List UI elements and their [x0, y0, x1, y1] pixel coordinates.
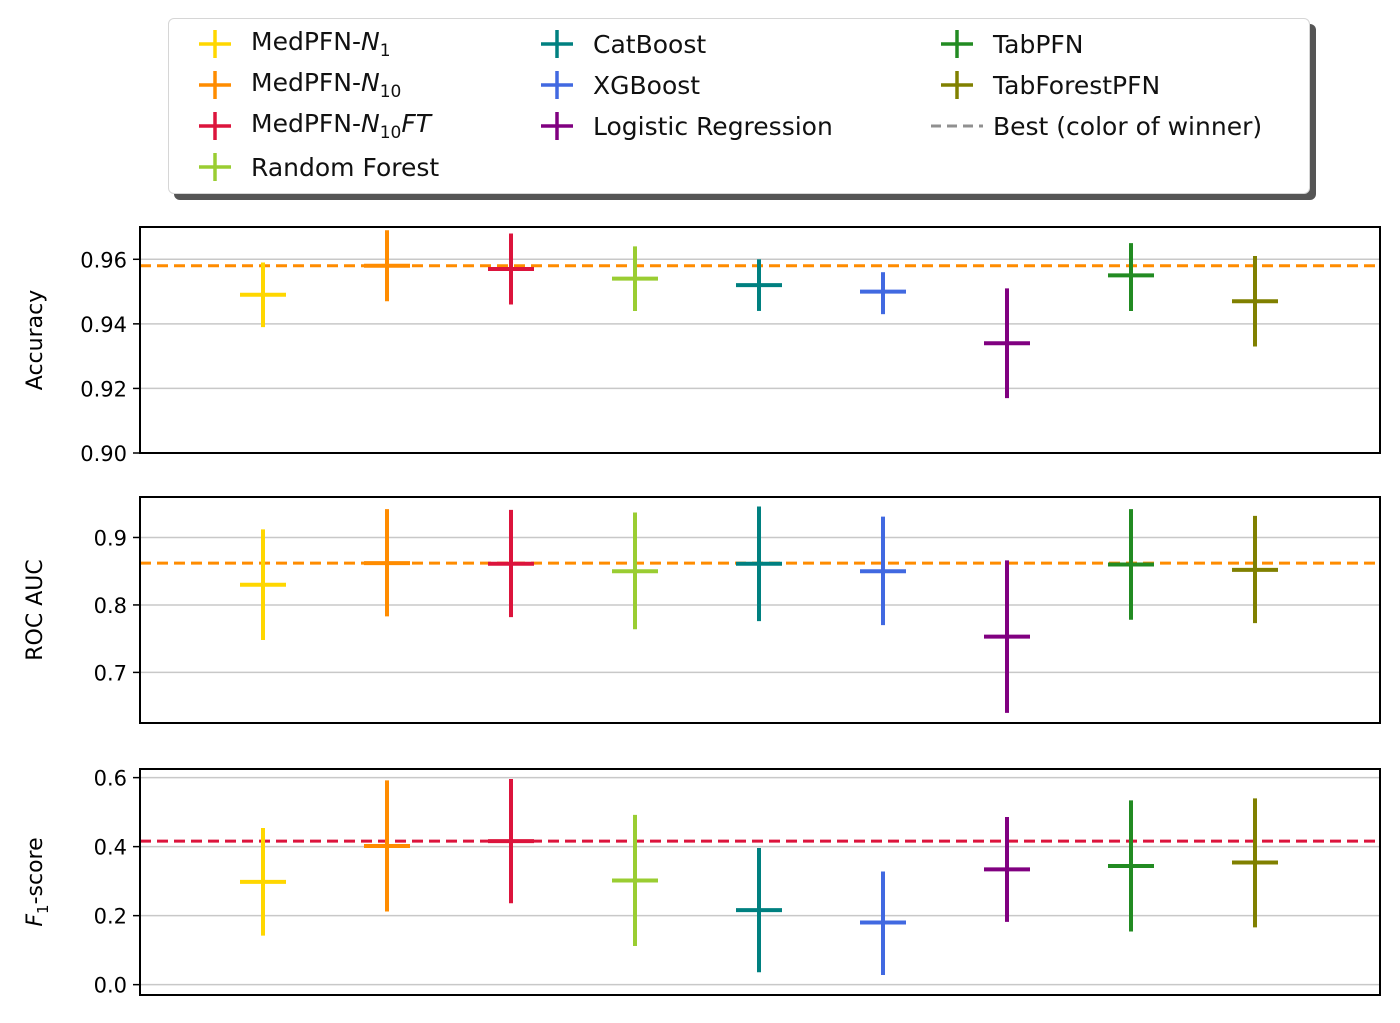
y-tick-label: 0.8 [94, 594, 127, 618]
legend-marker-8 [941, 71, 973, 99]
legend-entry-tabpfn: TabPFN [929, 27, 1083, 61]
y-tick-label: 0.2 [94, 905, 127, 929]
legend-entry-medpfn-n10: MedPFN-N10 [187, 68, 401, 102]
y-tick-label: 0.7 [94, 661, 127, 685]
y-tick-label: 0.9 [94, 526, 127, 550]
legend-entry-logistic-regression: Logistic Regression [529, 109, 833, 143]
legend: MedPFN-N1 MedPFN-N10 MedPFN-N10FT Random… [168, 18, 1310, 194]
legend-entry-medpfn-n10ft: MedPFN-N10FT [187, 109, 431, 143]
y-axis-label-rest: -score [23, 837, 48, 904]
panel-2: 0.0 0.2 0.4 0.6 F1-score [23, 767, 1381, 998]
y-axis-label-main: F [23, 914, 48, 927]
legend-label: MedPFN-N1 [251, 27, 391, 61]
legend-marker-5 [541, 71, 573, 99]
legend-label: TabForestPFN [993, 70, 1161, 100]
y-tick-label: 0.0 [94, 974, 127, 998]
legend-marker-7 [941, 30, 973, 58]
legend-label: CatBoost [593, 29, 707, 59]
y-tick-label: 0.94 [80, 313, 127, 337]
y-tick-label: 0.92 [80, 377, 127, 401]
legend-label: XGBoost [593, 70, 701, 100]
legend-label: Logistic Regression [593, 111, 833, 141]
panel-0: 0.90 0.92 0.94 0.96 Accuracy [23, 226, 1381, 466]
legend-marker-6 [541, 112, 573, 140]
legend-label: Best (color of winner) [993, 111, 1263, 141]
legend-label: Random Forest [251, 152, 440, 182]
y-tick-label: 0.6 [94, 767, 127, 791]
legend-marker-2 [199, 112, 231, 140]
legend-entry-xgboost: XGBoost [529, 68, 700, 102]
axes-frame [139, 226, 1381, 454]
y-tick-label: 0.96 [80, 248, 127, 272]
panel-1: 0.7 0.8 0.9 ROC AUC [23, 496, 1381, 724]
y-tick-label: 0.90 [80, 442, 127, 466]
legend-entry-best: Best (color of winner) [929, 109, 1262, 143]
legend-marker-3 [199, 153, 231, 181]
axes-frame [139, 496, 1381, 724]
legend-label: TabPFN [993, 29, 1084, 59]
legend-entry-medpfn-n1: MedPFN-N1 [187, 27, 391, 61]
legend-marker-best [931, 124, 983, 128]
y-axis-label: Accuracy [23, 290, 48, 390]
legend-marker-4 [541, 30, 573, 58]
legend-entry-catboost: CatBoost [529, 27, 706, 61]
legend-entry-tabforestpfn: TabForestPFN [929, 68, 1160, 102]
legend-label: MedPFN-N10FT [251, 109, 431, 143]
y-axis-label: F1-score [23, 837, 52, 926]
y-axis-label: ROC AUC [23, 559, 48, 660]
legend-entry-random-forest: Random Forest [187, 150, 439, 184]
axes-frame [139, 768, 1381, 996]
legend-marker-1 [199, 71, 231, 99]
y-axis-label-sub: 1 [34, 904, 52, 914]
legend-label: MedPFN-N10 [251, 68, 402, 102]
legend-marker-0 [199, 30, 231, 58]
y-tick-label: 0.4 [94, 836, 127, 860]
